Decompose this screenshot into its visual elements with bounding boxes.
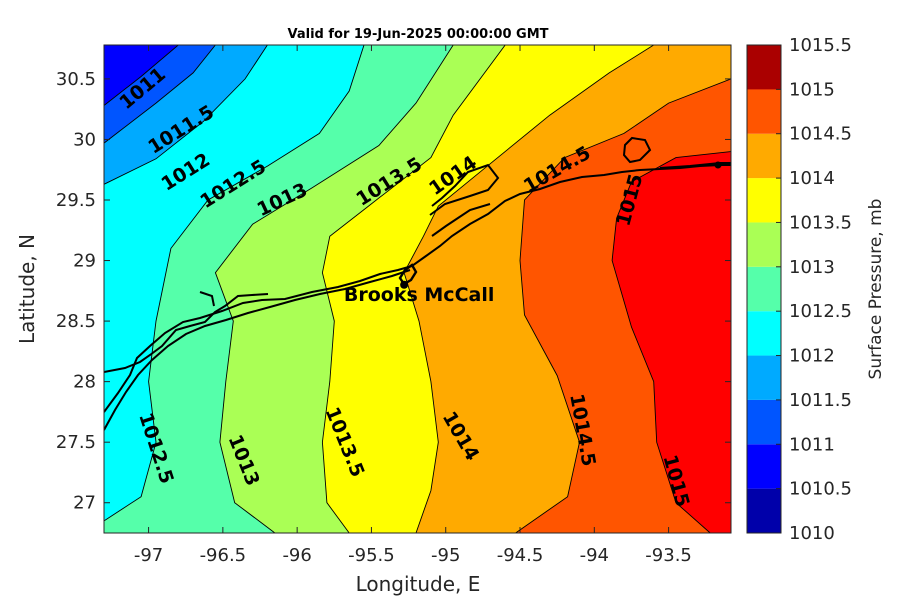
- colorbar-swatch: [747, 89, 781, 134]
- y-tick-label: 29: [73, 251, 96, 272]
- y-tick-label: 27.5: [56, 432, 96, 453]
- y-tick-label: 29.5: [56, 190, 96, 211]
- x-tick-label: -94: [580, 545, 609, 566]
- colorbar-swatch: [747, 266, 781, 312]
- x-tick-label: -94.5: [497, 545, 544, 566]
- station-dot: [400, 280, 409, 289]
- colorbar-swatch: [747, 133, 781, 179]
- x-tick-label: -97: [134, 545, 163, 566]
- coastline-mainland: [104, 164, 731, 413]
- y-tick-label: 30.5: [56, 69, 96, 90]
- contour-line-1013: [214, 45, 454, 533]
- map-frame: [103, 44, 732, 534]
- colorbar-tick-label: 1011.5: [789, 390, 852, 411]
- colorbar-swatch: [747, 178, 781, 223]
- colorbar-swatch: [747, 355, 781, 400]
- colorbar-swatch: [747, 311, 781, 356]
- x-tick-label: -93.5: [645, 545, 692, 566]
- coastline: [104, 136, 731, 431]
- x-axis-title: Longitude, E: [356, 572, 481, 596]
- colorbar-tick-label: 1010.5: [789, 479, 852, 500]
- y-tick-label: 27: [73, 493, 96, 514]
- colorbar-tick-label: 1010: [789, 523, 835, 544]
- figure-title: Valid for 19-Jun-2025 00:00:00 GMT: [288, 27, 549, 42]
- colorbar: 1010 1010.5 1011 1011.5 1012 1012.5 1013 1013.5…: [746, 35, 852, 544]
- colorbar-swatch-top: [747, 45, 781, 90]
- colorbar-tick-label: 1011: [789, 434, 835, 455]
- coastline-barrier-island: [104, 269, 411, 431]
- colorbar-tick-label: 1015.5: [789, 35, 852, 56]
- coastline-bay-inlets: [104, 136, 652, 373]
- contour-line-1014.5: [515, 78, 731, 533]
- colorbar-swatch: [747, 399, 781, 445]
- pressure-bands: [104, 45, 731, 533]
- colorbar-swatch: [747, 222, 781, 267]
- colorbar-tick-label: 1012.5: [789, 301, 852, 322]
- x-tick-label: -96: [282, 545, 311, 566]
- contour-line-1012: [104, 45, 268, 185]
- colorbar-swatch: [747, 444, 781, 489]
- station-marker: Brooks McCall: [344, 280, 494, 306]
- colorbar-title: Surface Pressure, mb: [866, 199, 886, 380]
- colorbar-tick-label: 1013.5: [789, 212, 852, 233]
- x-tick-label: -95: [431, 545, 460, 566]
- station-label: Brooks McCall: [344, 284, 494, 306]
- colorbar-tick-label: 1014: [789, 168, 835, 189]
- colorbar-tick-label: 1014.5: [789, 124, 852, 145]
- colorbar-tick-label: 1013: [789, 257, 835, 278]
- x-tick-label: -95.5: [348, 545, 395, 566]
- y-axis-title: Latitude, N: [15, 234, 39, 344]
- coastline-east-dot: [714, 161, 722, 169]
- y-axis-ticks: 27 27.5 28 28.5 29 29.5 30 30.5: [56, 69, 731, 514]
- y-tick-label: 28: [73, 372, 96, 393]
- contour-line-1011.5: [104, 45, 216, 144]
- colorbar-frame: [746, 44, 782, 534]
- pressure-contours: [104, 45, 731, 533]
- band-1015: [612, 151, 731, 533]
- x-axis-ticks: -97 -96.5 -96 -95.5 -95 -94.5 -94 -93.5: [134, 45, 692, 566]
- colorbar-swatch: [747, 488, 781, 533]
- colorbar-tick-label: 1015: [789, 79, 835, 100]
- y-tick-label: 30: [73, 129, 96, 150]
- colorbar-tick-label: 1012: [789, 346, 835, 367]
- y-tick-label: 28.5: [56, 311, 96, 332]
- coastline-east: [659, 162, 731, 169]
- contour-line-1011: [104, 45, 179, 106]
- contour-line-1013.5: [321, 45, 506, 533]
- contour-line-1012.5: [104, 45, 365, 522]
- x-tick-label: -96.5: [200, 545, 247, 566]
- contour-line-1014: [403, 45, 654, 533]
